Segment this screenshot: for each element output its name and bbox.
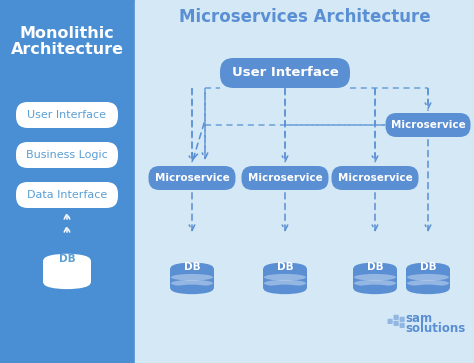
FancyBboxPatch shape xyxy=(263,266,307,290)
FancyBboxPatch shape xyxy=(400,317,405,322)
Ellipse shape xyxy=(171,262,213,272)
Ellipse shape xyxy=(264,285,306,294)
Ellipse shape xyxy=(44,278,90,289)
Text: Business Logic: Business Logic xyxy=(26,150,108,160)
Ellipse shape xyxy=(407,274,449,281)
Ellipse shape xyxy=(354,285,396,294)
FancyBboxPatch shape xyxy=(241,166,328,190)
Text: User Interface: User Interface xyxy=(27,110,107,120)
FancyBboxPatch shape xyxy=(16,182,118,208)
Text: Data Interface: Data Interface xyxy=(27,190,107,200)
Ellipse shape xyxy=(354,280,396,286)
Text: Microservice: Microservice xyxy=(337,173,412,183)
FancyBboxPatch shape xyxy=(220,58,350,88)
FancyBboxPatch shape xyxy=(148,166,236,190)
Ellipse shape xyxy=(407,285,449,294)
Ellipse shape xyxy=(44,254,90,264)
Ellipse shape xyxy=(264,274,306,281)
Text: Microservices Architecture: Microservices Architecture xyxy=(179,8,431,26)
Text: DB: DB xyxy=(367,262,383,272)
FancyBboxPatch shape xyxy=(406,266,450,290)
Bar xyxy=(135,0,474,363)
Ellipse shape xyxy=(407,262,449,272)
FancyBboxPatch shape xyxy=(331,166,419,190)
Text: DB: DB xyxy=(59,254,75,264)
FancyBboxPatch shape xyxy=(400,323,405,328)
Text: DB: DB xyxy=(184,262,201,272)
FancyBboxPatch shape xyxy=(388,319,393,324)
Ellipse shape xyxy=(171,285,213,294)
Ellipse shape xyxy=(44,266,90,274)
Ellipse shape xyxy=(264,262,306,272)
FancyBboxPatch shape xyxy=(43,258,91,285)
FancyBboxPatch shape xyxy=(16,102,118,128)
Text: User Interface: User Interface xyxy=(232,66,338,79)
Text: Microservice: Microservice xyxy=(247,173,322,183)
Text: DB: DB xyxy=(277,262,293,272)
Text: solutions: solutions xyxy=(405,322,465,334)
Text: Microservice: Microservice xyxy=(155,173,229,183)
FancyBboxPatch shape xyxy=(16,142,118,168)
Ellipse shape xyxy=(44,273,90,281)
FancyBboxPatch shape xyxy=(170,266,214,290)
FancyBboxPatch shape xyxy=(353,266,397,290)
Ellipse shape xyxy=(407,280,449,286)
Text: sam: sam xyxy=(405,313,432,326)
Ellipse shape xyxy=(171,274,213,281)
Text: Monolithic
Architecture: Monolithic Architecture xyxy=(10,26,124,57)
FancyBboxPatch shape xyxy=(393,315,399,320)
Ellipse shape xyxy=(354,262,396,272)
Ellipse shape xyxy=(171,280,213,286)
Text: Microservice: Microservice xyxy=(391,120,465,130)
FancyBboxPatch shape xyxy=(385,113,471,137)
Text: DB: DB xyxy=(419,262,436,272)
Ellipse shape xyxy=(264,280,306,286)
Ellipse shape xyxy=(354,274,396,281)
FancyBboxPatch shape xyxy=(393,321,399,326)
